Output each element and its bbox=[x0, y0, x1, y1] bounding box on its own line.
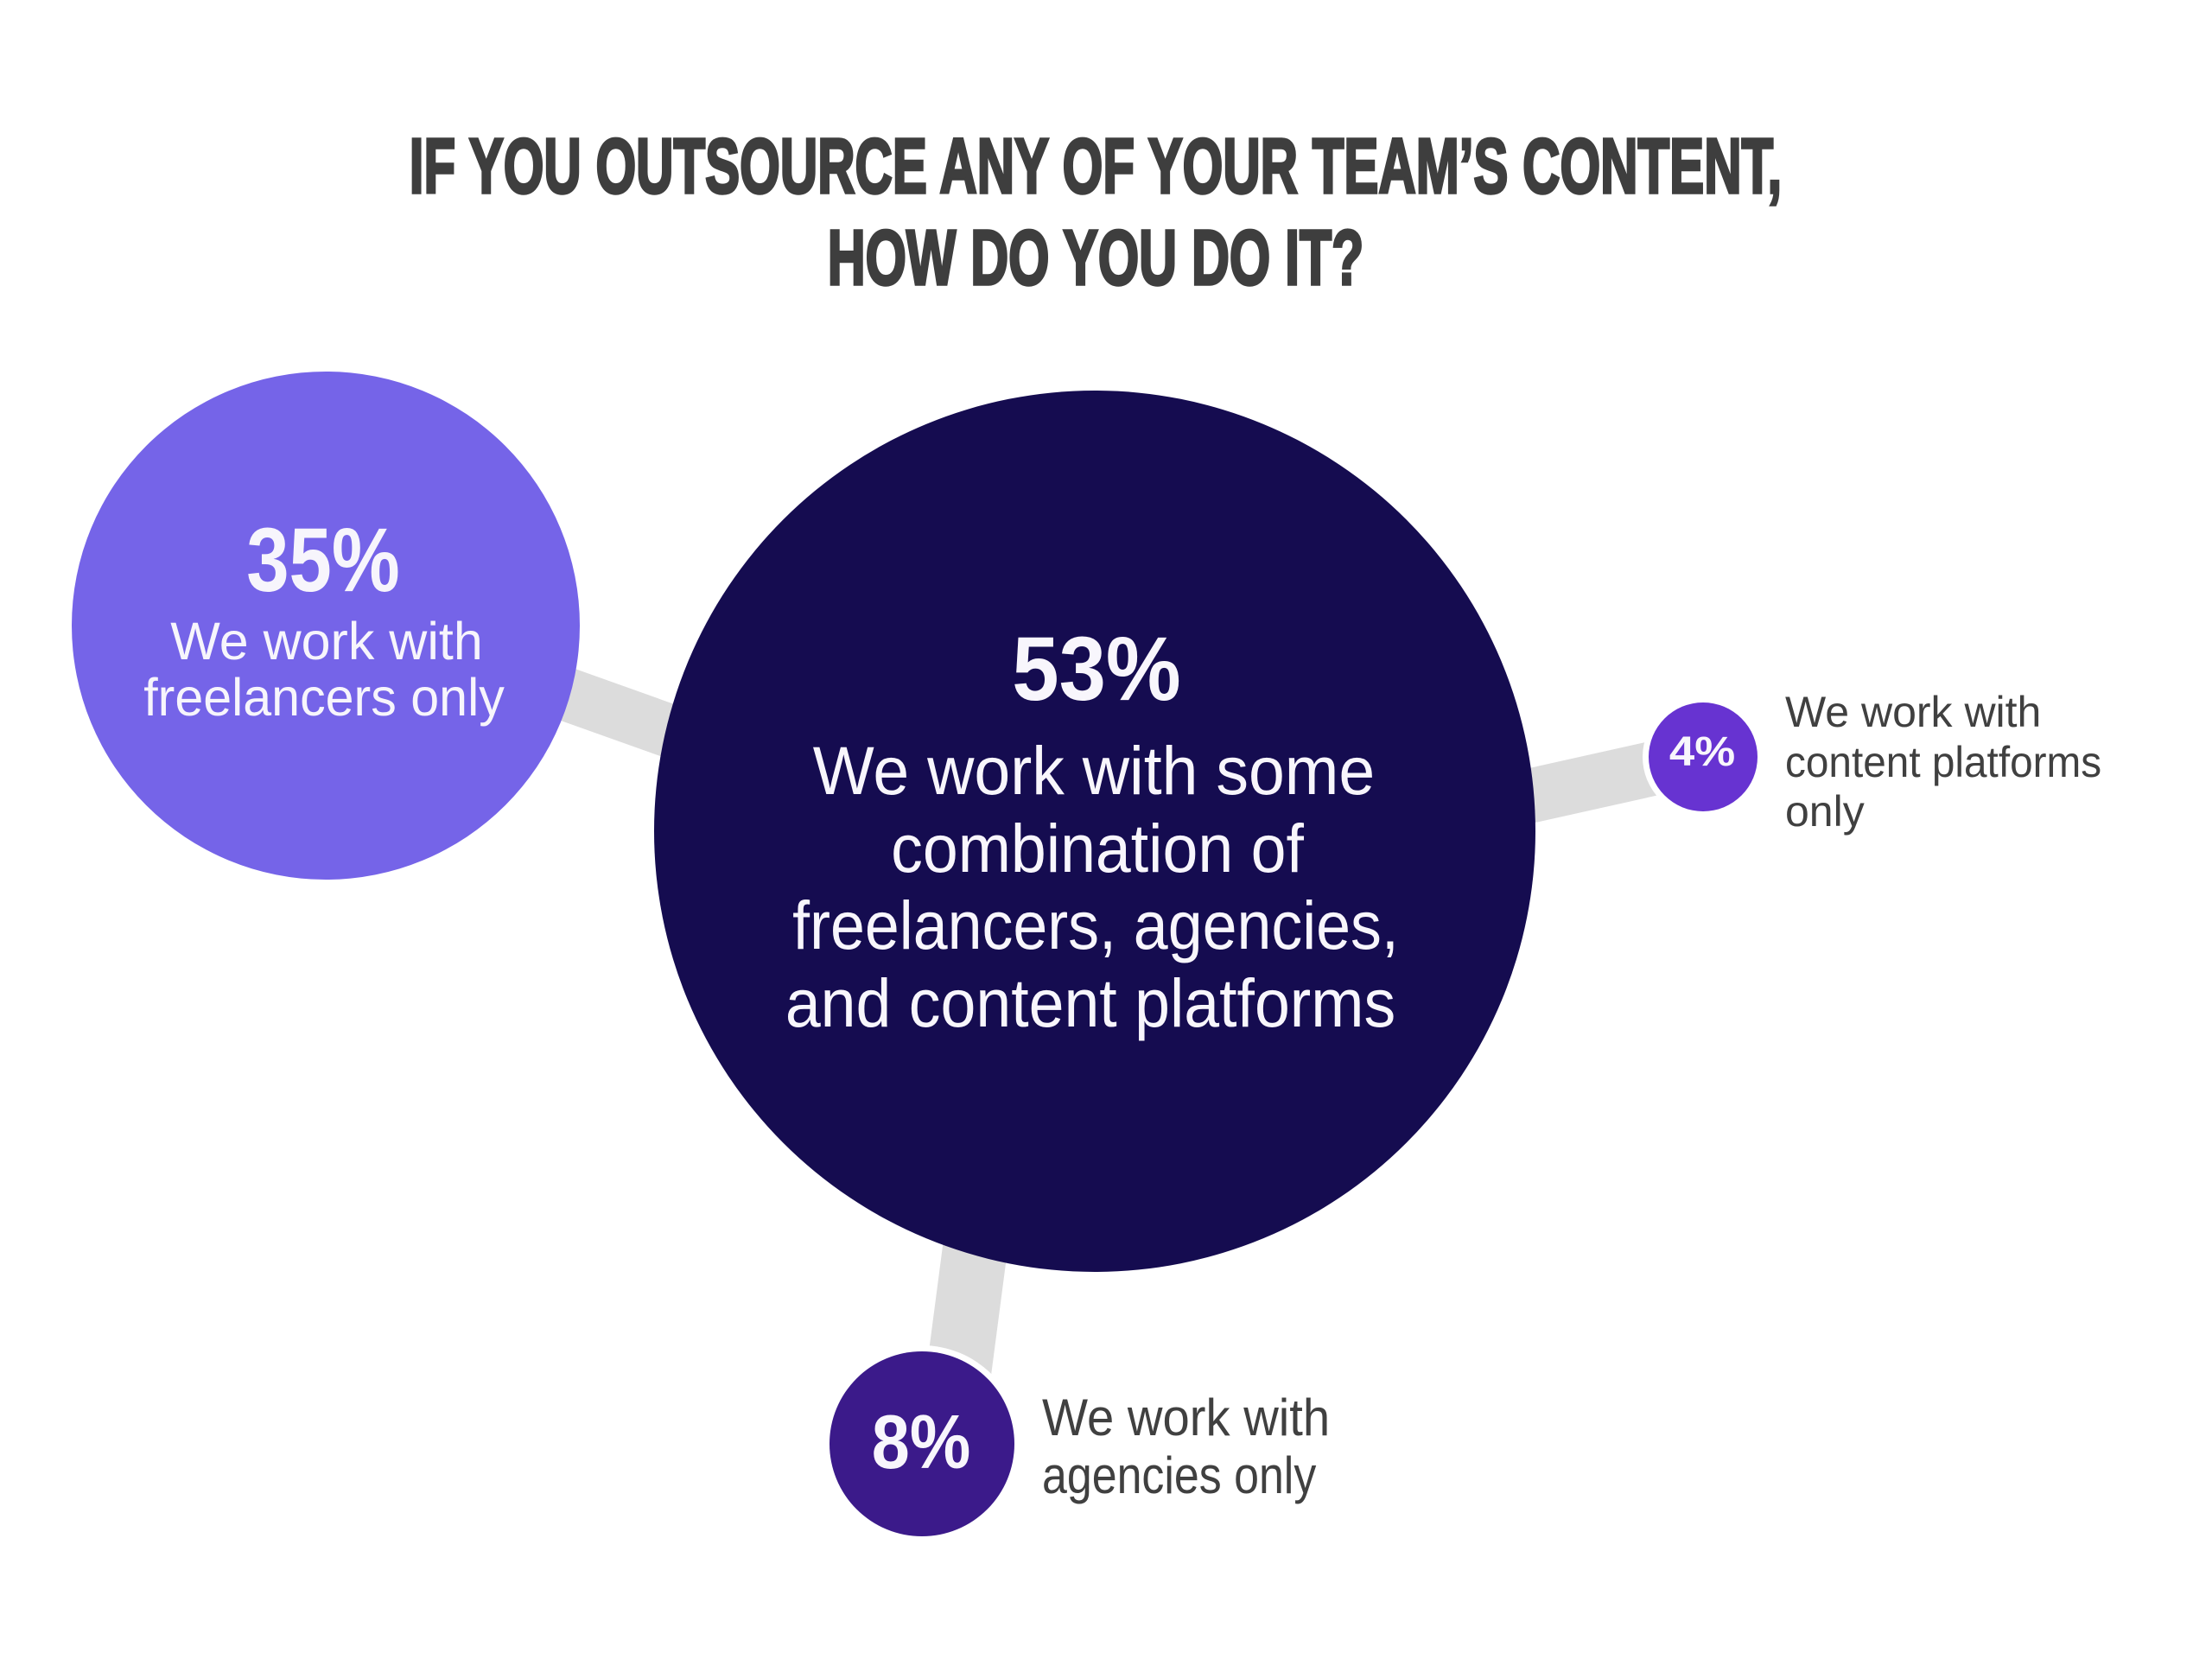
svg-text:and content platforms: and content platforms bbox=[785, 966, 1395, 1042]
svg-text:We work with: We work with bbox=[1785, 688, 2041, 736]
svg-text:53%: 53% bbox=[1012, 619, 1180, 720]
svg-text:IF YOU OUTSOURCE ANY OF YOUR T: IF YOU OUTSOURCE ANY OF YOUR TEAM’S CONT… bbox=[410, 124, 1782, 210]
svg-text:We work with: We work with bbox=[1042, 1389, 1330, 1446]
svg-text:freelancers only: freelancers only bbox=[143, 668, 505, 727]
svg-text:combination of: combination of bbox=[891, 811, 1305, 887]
svg-text:freelancers, agencies,: freelancers, agencies, bbox=[792, 887, 1399, 963]
svg-text:agencies only: agencies only bbox=[1042, 1446, 1316, 1503]
svg-text:8%: 8% bbox=[872, 1399, 970, 1484]
svg-text:content platforms: content platforms bbox=[1785, 739, 2101, 786]
svg-text:35%: 35% bbox=[246, 509, 400, 611]
svg-text:only: only bbox=[1785, 787, 1865, 836]
svg-text:We work with: We work with bbox=[170, 612, 483, 671]
svg-text:We work with some: We work with some bbox=[813, 733, 1375, 809]
svg-text:HOW DO YOU DO IT?: HOW DO YOU DO IT? bbox=[828, 214, 1364, 302]
svg-text:4%: 4% bbox=[1669, 728, 1735, 774]
